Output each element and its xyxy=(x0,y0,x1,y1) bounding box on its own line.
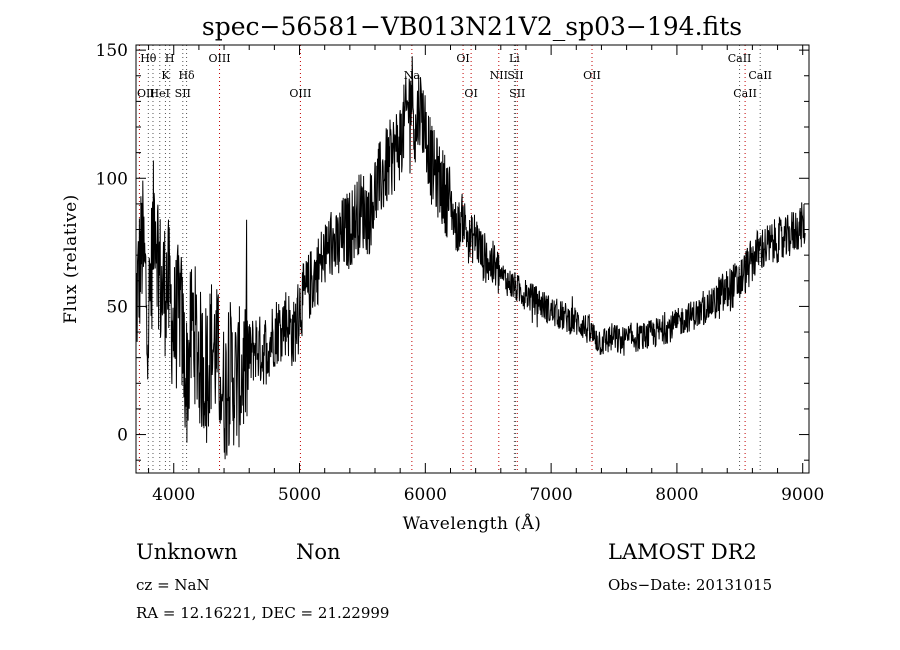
spectral-line-label: H xyxy=(165,52,175,65)
x-tick-label: 5000 xyxy=(278,485,321,505)
x-axis-label: Wavelength (Å) xyxy=(403,513,542,534)
spectral-line-label: HeI xyxy=(150,87,170,100)
spectral-line-label: OII xyxy=(583,69,601,82)
object-subclass: Non xyxy=(296,540,341,564)
chart-title: spec−56581−VB013N21V2_sp03−194.fits xyxy=(202,12,742,41)
spectral-line-label: OIII xyxy=(289,87,311,100)
x-tick-label: 7000 xyxy=(529,485,572,505)
spectral-line-label: Hθ xyxy=(140,52,157,65)
axis-ticks: 4000 5000 6000 7000 8000 9000 0 50 100 150 xyxy=(96,41,825,505)
y-axis-label: Flux (relative) xyxy=(61,194,81,324)
spectral-line-label: K xyxy=(161,69,170,82)
spectral-line-label: OIII xyxy=(208,52,230,65)
y-tick-label: 150 xyxy=(96,41,128,61)
spectral-line-label: SII xyxy=(507,69,523,82)
y-tick-label: 0 xyxy=(117,426,128,446)
spectral-line-label: Hδ xyxy=(178,69,195,82)
spectral-line-label: CaII xyxy=(733,87,757,100)
observation-date: Obs−Date: 20131015 xyxy=(608,576,772,594)
x-tick-label: 6000 xyxy=(404,485,447,505)
plot-frame xyxy=(135,44,810,474)
spectrum-line xyxy=(135,56,806,460)
x-tick-label: 9000 xyxy=(781,485,824,505)
spectral-line-label: NII xyxy=(490,69,508,82)
spectral-line-label: Li xyxy=(509,52,520,65)
spectral-line-label: SII xyxy=(175,87,191,100)
redshift-cz: cz = NaN xyxy=(136,576,210,594)
spectral-line-label: SII xyxy=(509,87,525,100)
spectral-line-label: OI xyxy=(464,87,477,100)
x-tick-label: 8000 xyxy=(655,485,698,505)
spectral-line-label: OI xyxy=(456,52,469,65)
spectral-line-label: CaII xyxy=(748,69,772,82)
spectral-line-label: CaII xyxy=(728,52,752,65)
y-tick-label: 50 xyxy=(106,297,128,317)
spectral-line-label: OII xyxy=(137,87,155,100)
object-class: Unknown xyxy=(136,540,238,564)
survey-name: LAMOST DR2 xyxy=(608,540,757,564)
y-tick-label: 100 xyxy=(96,169,128,189)
x-tick-label: 4000 xyxy=(152,485,195,505)
coordinates: RA = 12.16221, DEC = 21.22999 xyxy=(136,604,389,622)
spectrum-series xyxy=(135,56,806,460)
